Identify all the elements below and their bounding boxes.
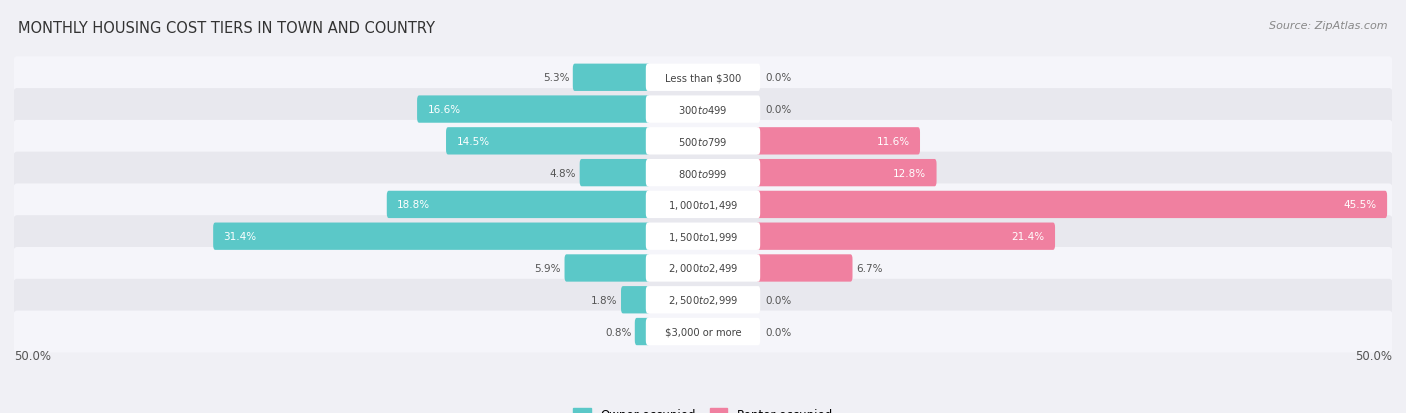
FancyBboxPatch shape — [621, 286, 650, 313]
FancyBboxPatch shape — [756, 223, 1054, 250]
FancyBboxPatch shape — [446, 128, 650, 155]
FancyBboxPatch shape — [756, 191, 1388, 218]
FancyBboxPatch shape — [13, 89, 1393, 131]
FancyBboxPatch shape — [418, 96, 650, 123]
FancyBboxPatch shape — [565, 255, 650, 282]
Text: $800 to $999: $800 to $999 — [678, 167, 728, 179]
Text: $300 to $499: $300 to $499 — [678, 104, 728, 116]
Text: Source: ZipAtlas.com: Source: ZipAtlas.com — [1270, 21, 1388, 31]
FancyBboxPatch shape — [13, 311, 1393, 353]
FancyBboxPatch shape — [645, 128, 761, 155]
FancyBboxPatch shape — [756, 255, 852, 282]
Text: 5.9%: 5.9% — [534, 263, 561, 273]
Text: Less than $300: Less than $300 — [665, 73, 741, 83]
FancyBboxPatch shape — [13, 152, 1393, 194]
FancyBboxPatch shape — [756, 159, 936, 187]
Text: 45.5%: 45.5% — [1344, 200, 1376, 210]
Text: 5.3%: 5.3% — [543, 73, 569, 83]
Text: 50.0%: 50.0% — [14, 349, 51, 362]
Text: 6.7%: 6.7% — [856, 263, 883, 273]
Text: MONTHLY HOUSING COST TIERS IN TOWN AND COUNTRY: MONTHLY HOUSING COST TIERS IN TOWN AND C… — [18, 21, 436, 36]
FancyBboxPatch shape — [645, 191, 761, 218]
Text: 0.0%: 0.0% — [765, 295, 792, 305]
Text: $500 to $799: $500 to $799 — [678, 135, 728, 147]
FancyBboxPatch shape — [645, 64, 761, 92]
Text: 0.0%: 0.0% — [765, 105, 792, 115]
Legend: Owner-occupied, Renter-occupied: Owner-occupied, Renter-occupied — [567, 402, 839, 413]
Text: 14.5%: 14.5% — [457, 137, 489, 147]
FancyBboxPatch shape — [13, 216, 1393, 258]
FancyBboxPatch shape — [645, 159, 761, 187]
Text: 18.8%: 18.8% — [396, 200, 430, 210]
Text: $2,500 to $2,999: $2,500 to $2,999 — [668, 294, 738, 306]
Text: 50.0%: 50.0% — [1355, 349, 1392, 362]
Text: 16.6%: 16.6% — [427, 105, 461, 115]
FancyBboxPatch shape — [13, 184, 1393, 226]
Text: 31.4%: 31.4% — [224, 232, 257, 242]
Text: 21.4%: 21.4% — [1011, 232, 1045, 242]
FancyBboxPatch shape — [756, 128, 920, 155]
FancyBboxPatch shape — [214, 223, 650, 250]
FancyBboxPatch shape — [579, 159, 650, 187]
Text: $3,000 or more: $3,000 or more — [665, 327, 741, 337]
FancyBboxPatch shape — [645, 96, 761, 123]
FancyBboxPatch shape — [645, 286, 761, 313]
Text: 0.0%: 0.0% — [765, 73, 792, 83]
Text: 1.8%: 1.8% — [591, 295, 617, 305]
FancyBboxPatch shape — [645, 318, 761, 345]
Text: $1,000 to $1,499: $1,000 to $1,499 — [668, 198, 738, 211]
FancyBboxPatch shape — [634, 318, 650, 345]
Text: 12.8%: 12.8% — [893, 168, 927, 178]
FancyBboxPatch shape — [387, 191, 650, 218]
FancyBboxPatch shape — [645, 255, 761, 282]
FancyBboxPatch shape — [13, 279, 1393, 321]
FancyBboxPatch shape — [645, 223, 761, 250]
Text: 0.0%: 0.0% — [765, 327, 792, 337]
FancyBboxPatch shape — [13, 121, 1393, 162]
Text: 11.6%: 11.6% — [876, 137, 910, 147]
FancyBboxPatch shape — [13, 247, 1393, 289]
Text: $2,000 to $2,499: $2,000 to $2,499 — [668, 262, 738, 275]
Text: 4.8%: 4.8% — [550, 168, 576, 178]
FancyBboxPatch shape — [13, 57, 1393, 99]
FancyBboxPatch shape — [572, 64, 650, 92]
Text: 0.8%: 0.8% — [605, 327, 631, 337]
Text: $1,500 to $1,999: $1,500 to $1,999 — [668, 230, 738, 243]
